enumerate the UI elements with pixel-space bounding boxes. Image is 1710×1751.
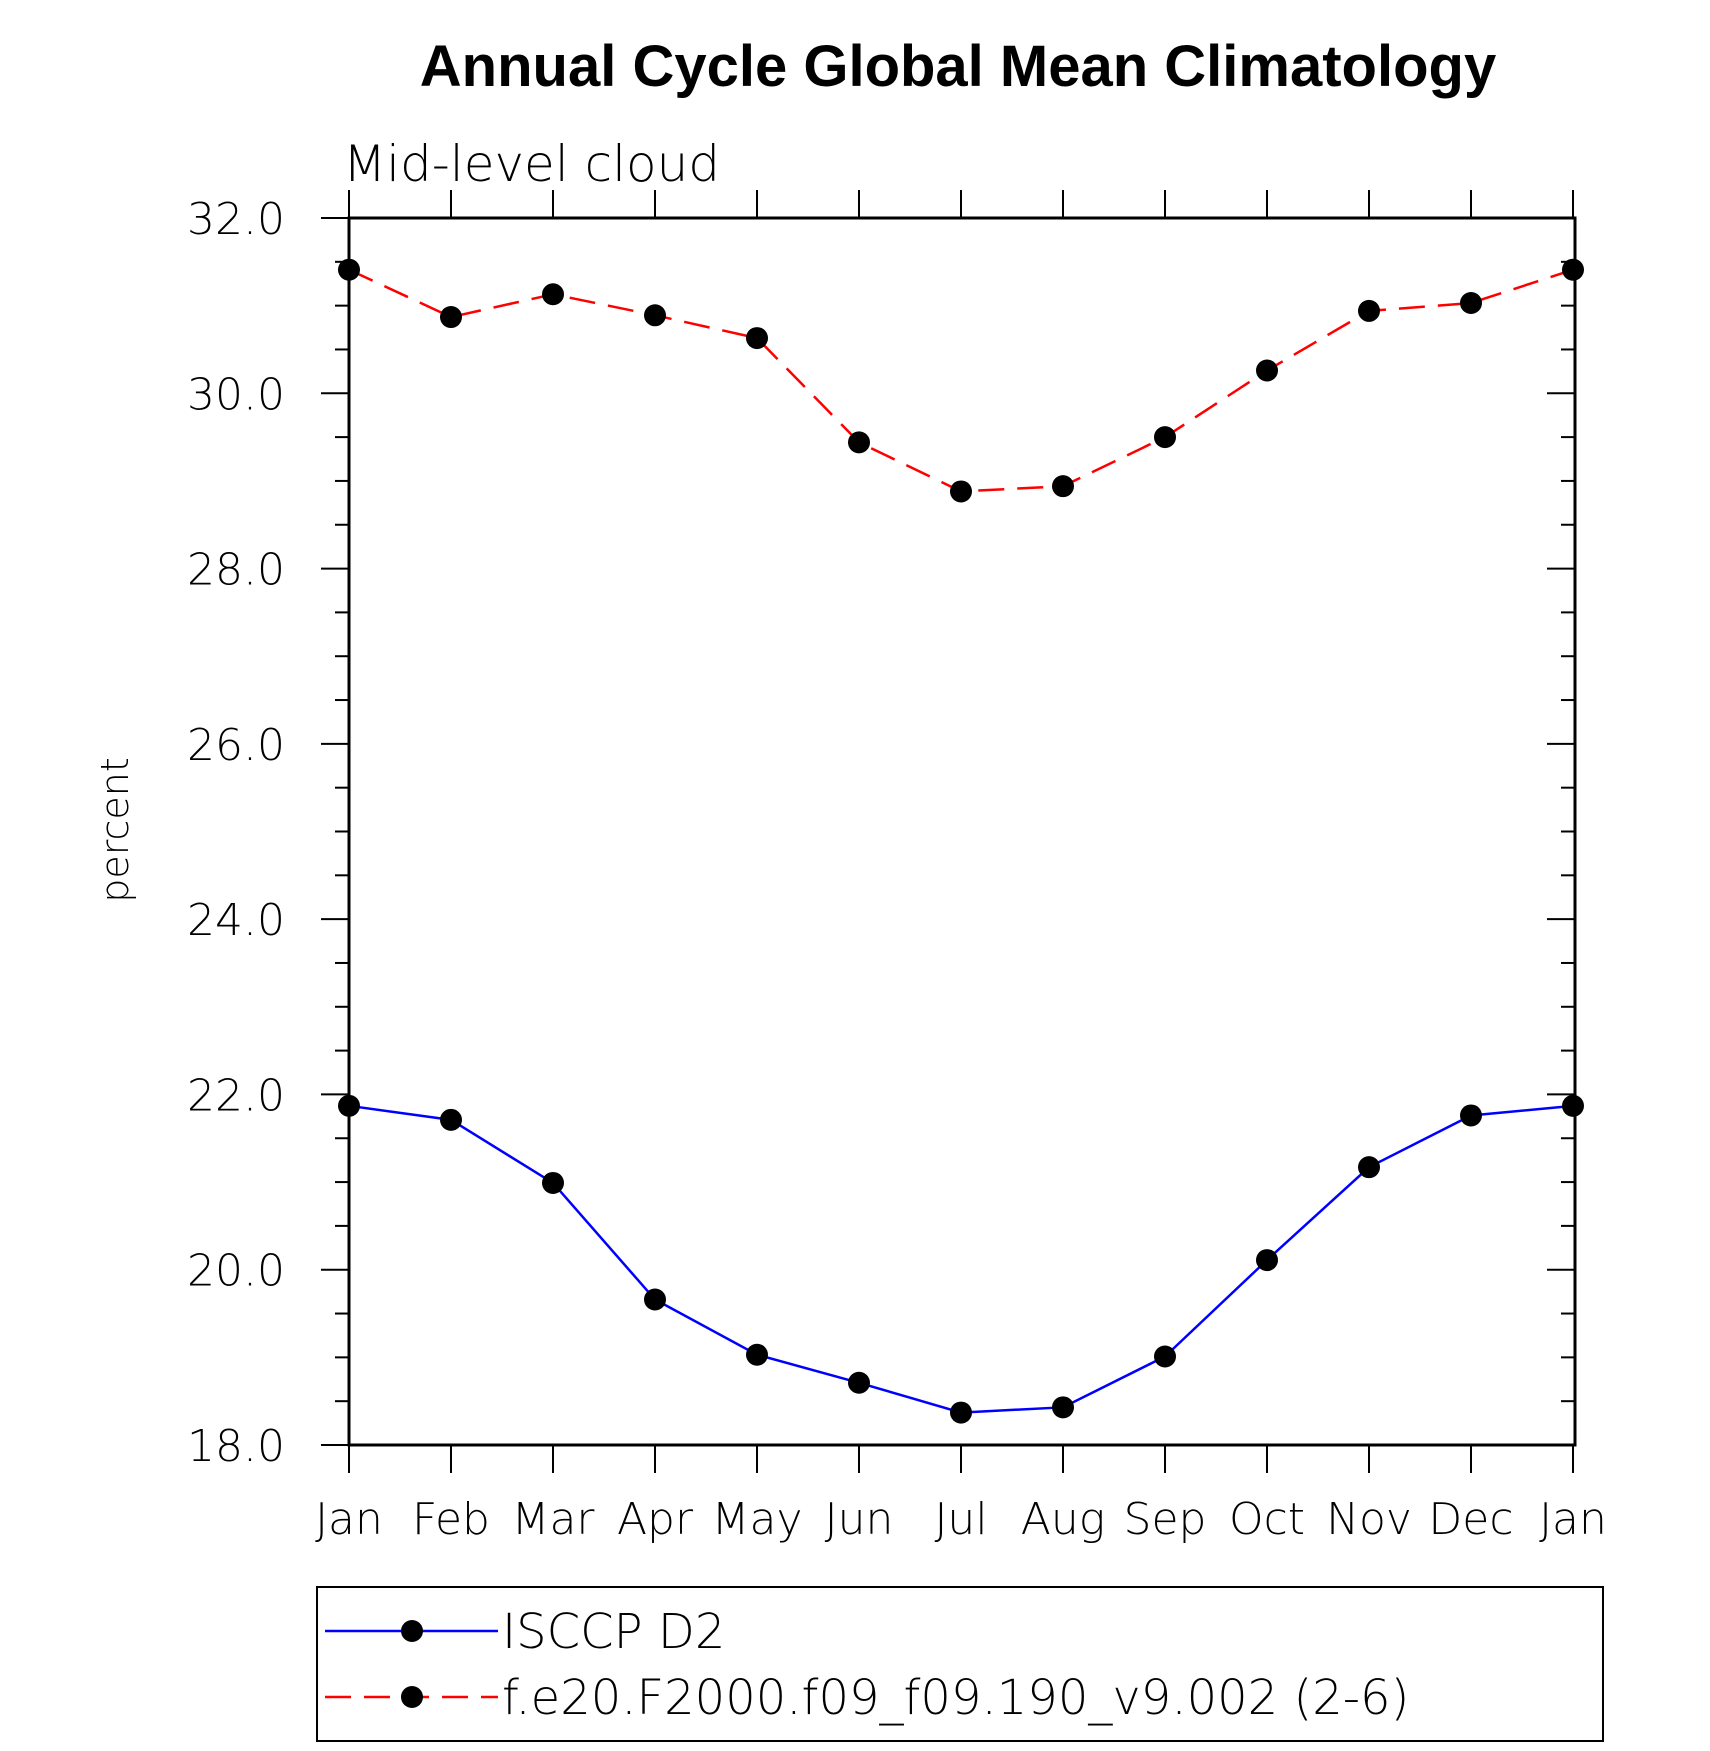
series-line bbox=[348, 268, 1574, 493]
x-tick-label: Jun bbox=[825, 1494, 894, 1545]
data-point bbox=[1358, 299, 1380, 322]
legend-box bbox=[316, 1586, 1604, 1742]
data-point bbox=[1052, 475, 1074, 498]
data-point bbox=[644, 1288, 666, 1311]
y-tick-labels: 18.0 20.0 22.0 24.0 26.0 28.0 30.0 32.0 bbox=[187, 194, 285, 1472]
legend-marker bbox=[401, 1686, 423, 1708]
x-tick-label: Jan bbox=[1539, 1494, 1607, 1545]
data-point bbox=[746, 327, 768, 350]
data-point bbox=[950, 480, 972, 503]
x-tick-label: Mar bbox=[511, 1494, 595, 1545]
data-point bbox=[1052, 1396, 1074, 1419]
axis-ticks bbox=[321, 190, 1575, 1473]
data-point bbox=[1256, 359, 1278, 382]
x-tick-label: May bbox=[712, 1494, 803, 1545]
x-tick-label: Dec bbox=[1428, 1494, 1513, 1545]
data-point bbox=[338, 258, 360, 281]
series-lines bbox=[348, 268, 1574, 1414]
data-point bbox=[848, 1371, 870, 1394]
x-tick-label: Oct bbox=[1229, 1494, 1305, 1545]
x-tick-label: Sep bbox=[1124, 1494, 1207, 1545]
data-point bbox=[1562, 258, 1584, 281]
data-point bbox=[644, 304, 666, 327]
x-tick-label: Nov bbox=[1326, 1494, 1412, 1545]
data-point bbox=[1562, 1094, 1584, 1117]
legend-label: f.e20.F2000.f09_f09.190_v9.002 (2-6) bbox=[502, 1670, 1409, 1726]
x-tick-label: Jul bbox=[934, 1494, 987, 1545]
y-tick-label: 32.0 bbox=[187, 194, 285, 245]
data-point bbox=[1358, 1156, 1380, 1179]
y-tick-label: 20.0 bbox=[187, 1246, 285, 1297]
data-point bbox=[1256, 1249, 1278, 1272]
data-point bbox=[1460, 292, 1482, 315]
x-tick-label: Feb bbox=[412, 1494, 490, 1545]
data-point bbox=[1460, 1104, 1482, 1127]
x-tick-label: Apr bbox=[617, 1494, 694, 1545]
series-line bbox=[348, 1104, 1574, 1414]
y-tick-label: 18.0 bbox=[187, 1421, 285, 1472]
data-point bbox=[1154, 1345, 1176, 1368]
x-tick-labels: Jan Feb Mar Apr May Jun Jul Aug Sep Oct Nov Dec Jan bbox=[315, 1494, 1607, 1545]
data-point bbox=[542, 1171, 564, 1194]
legend-label: ISCCP D2 bbox=[502, 1604, 725, 1660]
data-point bbox=[542, 283, 564, 306]
data-point bbox=[848, 431, 870, 454]
y-tick-label: 24.0 bbox=[187, 895, 285, 946]
data-point bbox=[950, 1401, 972, 1424]
y-tick-label: 26.0 bbox=[187, 720, 285, 771]
y-tick-label: 28.0 bbox=[187, 545, 285, 596]
x-tick-label: Aug bbox=[1021, 1494, 1105, 1545]
series-markers bbox=[338, 258, 1584, 1424]
data-point bbox=[1154, 426, 1176, 449]
legend: ISCCP D2 f.e20.F2000.f09_f09.190_v9.002 (… bbox=[325, 1604, 1409, 1726]
y-axis-label: percent bbox=[93, 757, 137, 903]
plot-frame bbox=[347, 216, 1577, 1447]
chart-subtitle: Mid-level cloud bbox=[343, 135, 720, 193]
data-point bbox=[440, 1108, 462, 1131]
data-point bbox=[440, 306, 462, 329]
legend-marker bbox=[401, 1620, 423, 1642]
data-point bbox=[338, 1094, 360, 1117]
data-point bbox=[746, 1343, 768, 1366]
x-tick-label: Jan bbox=[315, 1494, 383, 1545]
y-tick-label: 22.0 bbox=[187, 1070, 285, 1121]
chart-title: Annual Cycle Global Mean Climatology bbox=[420, 34, 1496, 99]
y-tick-label: 30.0 bbox=[187, 369, 285, 420]
